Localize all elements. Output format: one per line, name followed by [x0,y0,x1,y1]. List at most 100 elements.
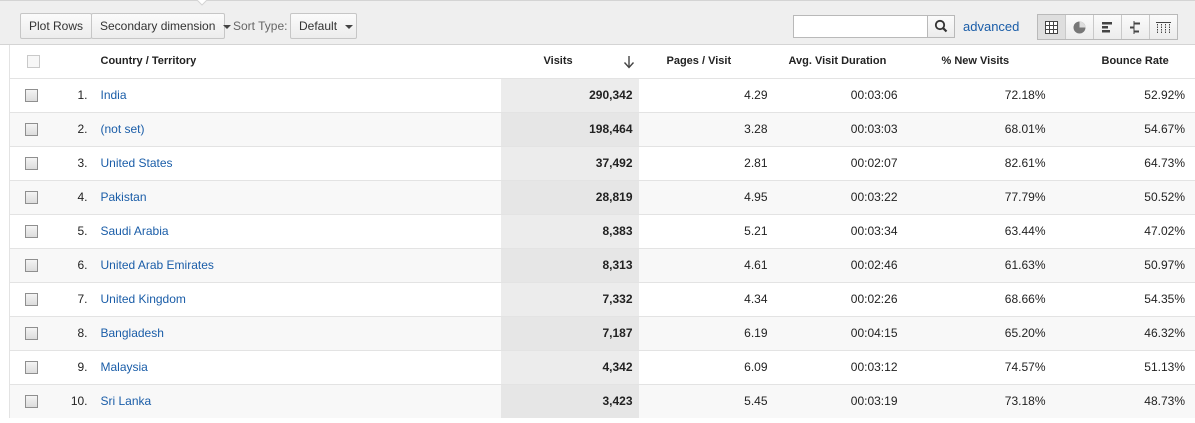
row-checkbox[interactable] [25,191,38,205]
pages-per-visit-cell: 3.28 [638,112,778,146]
country-link[interactable]: Saudi Arabia [100,224,169,238]
visits-cell: 37,492 [500,146,639,180]
country-link[interactable]: Pakistan [100,190,147,204]
data-table: Country / Territory Visits Pages / Visit… [9,45,1195,418]
table-row: 4. Pakistan 28,819 4.95 00:03:22 77.79% 50.52% [9,180,1195,214]
table-row: 8. Bangladesh 7,187 6.19 00:04:15 65.20% 46.32… [9,316,1195,350]
visits-cell: 7,187 [500,316,639,350]
row-checkbox-cell [9,78,57,112]
pages-per-visit-cell: 4.95 [638,180,778,214]
bar-view-icon[interactable] [1093,15,1121,39]
row-checkbox[interactable] [25,293,38,307]
bounce-rate-cell: 50.97% [1055,248,1195,282]
country-link[interactable]: United Arab Emirates [100,258,214,272]
country-link[interactable]: (not set) [100,122,145,136]
toolbar-notch [197,0,207,6]
country-header[interactable]: Country / Territory [91,45,501,78]
row-checkbox[interactable] [25,225,38,239]
row-checkbox[interactable] [25,157,38,171]
table-header-row: Country / Territory Visits Pages / Visit… [9,45,1195,78]
index-header [56,45,92,78]
row-index: 1. [77,88,88,102]
row-index: 8. [56,316,92,350]
sort-descending-icon[interactable] [623,55,635,69]
row-checkbox-cell [9,282,57,316]
row-checkbox-cell [9,146,57,180]
country-cell: United Arab Emirates [91,248,501,282]
pivot-view-icon[interactable] [1149,15,1177,39]
bounce-rate-cell: 50.52% [1055,180,1195,214]
country-cell: Bangladesh [91,316,501,350]
bounce-rate-cell: 48.73% [1055,384,1195,418]
avg-visit-duration-cell: 00:02:07 [850,156,898,170]
row-checkbox[interactable] [25,259,38,273]
pages-per-visit-cell: 6.09 [744,360,768,374]
table-row: 7. United Kingdom 7,332 4.34 00:02:26 68.66% 5… [9,282,1195,316]
row-checkbox-cell [9,248,57,282]
row-checkbox[interactable] [25,395,38,409]
select-all-checkbox[interactable] [27,54,40,68]
new-visits-cell: 65.20% [907,316,1056,350]
row-checkbox-cell [9,112,57,146]
country-link[interactable]: United Kingdom [100,292,186,306]
plot-rows-button[interactable]: Plot Rows [20,13,93,39]
visits-cell: 8,383 [500,214,639,248]
row-index: 10. [56,384,92,418]
avg-visit-duration-cell: 00:03:22 [777,180,908,214]
chevron-down-icon [345,24,354,29]
table-view-icon[interactable] [1038,15,1065,39]
visits-header[interactable]: Visits [500,45,639,78]
pages-per-visit-header[interactable]: Pages / Visit [638,45,778,78]
row-checkbox[interactable] [25,361,38,375]
row-checkbox-cell [9,180,57,214]
country-link[interactable]: United States [100,156,173,170]
pages-per-visit-cell: 4.29 [744,88,768,102]
country-cell: Malaysia [92,350,501,384]
comparison-view-icon[interactable] [1121,15,1149,39]
country-link[interactable]: Bangladesh [100,326,164,340]
country-link[interactable]: Malaysia [100,360,148,374]
pages-per-visit-cell: 4.34 [744,292,768,306]
avg-visit-duration-header[interactable]: Avg. Visit Duration [777,45,908,78]
search-button[interactable] [927,15,955,38]
bounce-rate-cell: 64.73% [1055,146,1195,180]
pie-view-icon[interactable] [1065,15,1093,39]
new-visits-cell: 82.61% [1004,156,1046,170]
avg-visit-duration-cell: 00:03:06 [850,88,898,102]
new-visits-header[interactable]: % New Visits [907,45,1056,78]
chevron-down-icon [223,24,232,29]
secondary-dimension-dropdown[interactable]: Secondary dimension [91,13,232,39]
country-cell: Saudi Arabia [92,214,501,248]
bounce-rate-cell: 52.92% [1055,78,1195,112]
row-index: 2. [56,112,92,146]
country-link[interactable]: Sri Lanka [100,394,152,409]
country-link[interactable]: India [100,88,127,102]
row-index: 7. [77,292,88,306]
table-row: 1. India 290,342 4.29 00:03:06 72.18% 52.92% [9,78,1195,112]
row-index: 5. [77,224,88,238]
table-row: 9. Malaysia 4,342 6.09 00:03:12 74.57% 51.13% [9,350,1195,384]
new-visits-cell: 63.44% [1004,224,1046,238]
country-cell: India [92,78,501,112]
new-visits-cell: 68.66% [1004,292,1046,306]
advanced-link[interactable]: advanced [963,19,1020,34]
search-icon [934,19,948,33]
sort-type-dropdown[interactable]: Default [290,13,357,39]
table-row: 6. United Arab Emirates 8,313 4.61 00:02:46 6… [9,248,1195,282]
row-checkbox[interactable] [25,123,38,137]
new-visits-cell: 72.18% [1004,88,1046,102]
secondary-dimension-label: Secondary dimension [100,19,216,33]
row-index: 6. [56,248,92,282]
new-visits-cell: 61.63% [907,248,1056,282]
visits-cell: 3,423 [500,384,639,418]
bounce-rate-header[interactable]: Bounce Rate [1055,45,1195,78]
bounce-rate-cell: 54.67% [1055,112,1195,146]
row-index: 3. [77,156,88,170]
bounce-rate-cell: 51.13% [1055,350,1195,384]
row-checkbox[interactable] [25,327,38,341]
row-checkbox[interactable] [25,89,38,103]
avg-visit-duration-cell: 00:03:34 [850,224,898,238]
bounce-rate-cell: 54.35% [1055,282,1195,316]
pages-per-visit-cell: 4.61 [638,248,778,282]
search-input[interactable] [793,15,928,38]
